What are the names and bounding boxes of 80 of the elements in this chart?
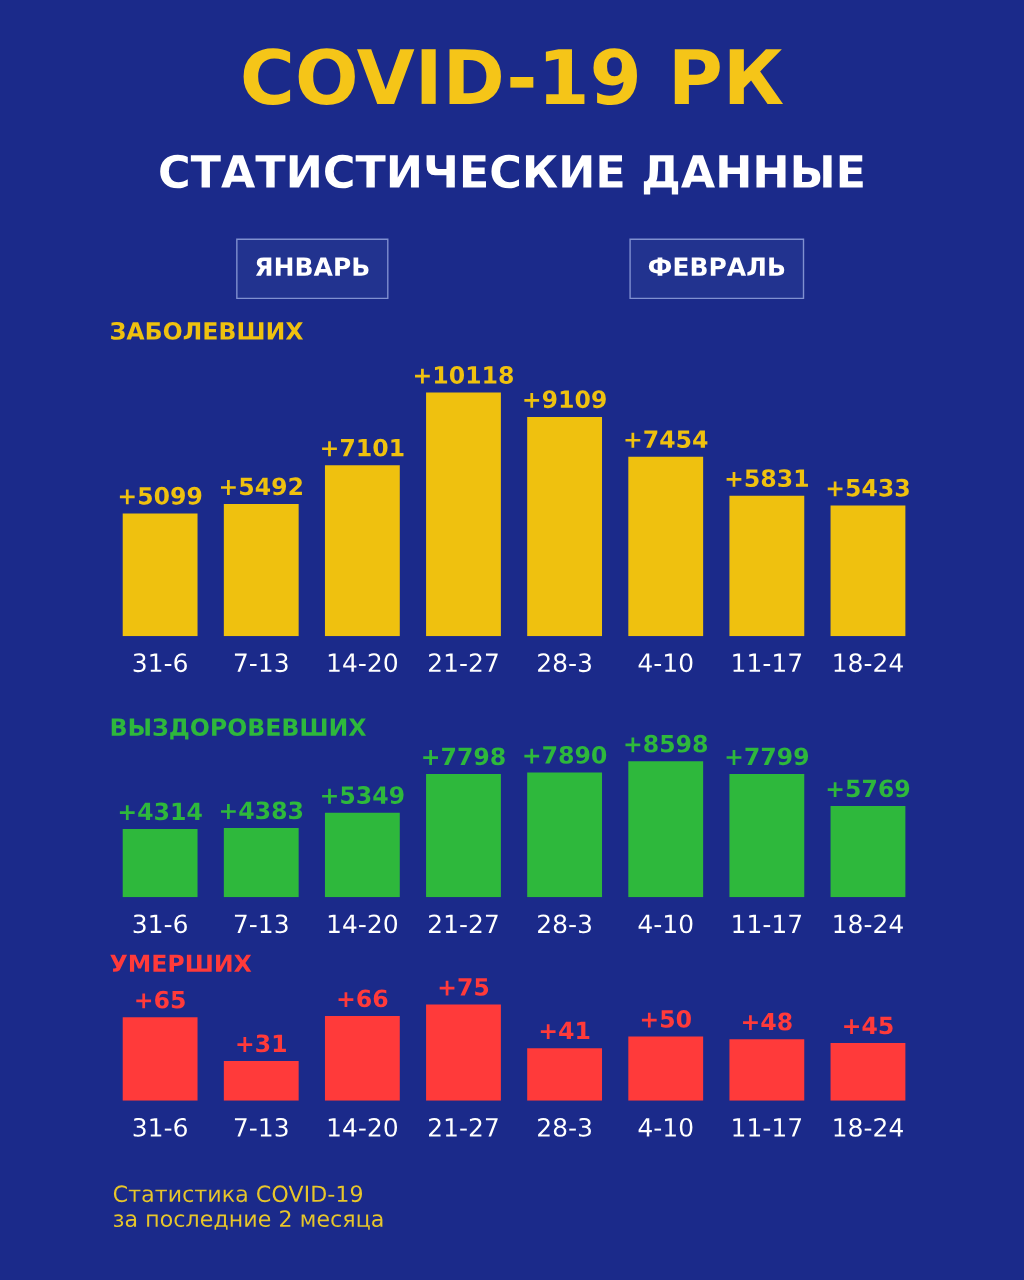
x-tick-label: 11-17 bbox=[733, 914, 802, 933]
data-label: +41 bbox=[540, 1021, 590, 1040]
text: Статистика COVID-19 за последние 2 месяца bbox=[113, 1185, 383, 1230]
bar bbox=[426, 774, 501, 898]
bar bbox=[527, 1048, 603, 1101]
y-axis-title: ЗАБОЛЕВШИХ bbox=[111, 322, 304, 340]
y-axis-title: ВЫЗДОРОВЕВШИХ bbox=[111, 718, 367, 740]
bar bbox=[830, 505, 906, 637]
x-tick-label: 7-13 bbox=[234, 1117, 288, 1137]
data-label: +5492 bbox=[221, 477, 302, 496]
bar bbox=[122, 829, 198, 898]
x-tick-label: 4-10 bbox=[638, 1117, 693, 1137]
x-tick-label: 14-20 bbox=[328, 1117, 398, 1137]
bar bbox=[426, 1004, 501, 1101]
data-label: +48 bbox=[743, 1012, 792, 1031]
bar bbox=[426, 392, 501, 637]
x-tick-label: 21-27 bbox=[429, 653, 498, 672]
data-label: +5349 bbox=[322, 786, 404, 804]
data-label: +4314 bbox=[119, 802, 202, 821]
text: ФЕВРАЛЬ bbox=[648, 257, 785, 276]
x-tick-label: 11-17 bbox=[733, 1118, 802, 1137]
data-label: +9109 bbox=[524, 390, 606, 409]
bar bbox=[830, 806, 906, 898]
bar bbox=[223, 503, 299, 637]
x-tick-label: 28-3 bbox=[538, 653, 591, 673]
data-label: +7890 bbox=[524, 745, 607, 764]
bar bbox=[324, 465, 400, 637]
data-label: +75 bbox=[439, 978, 489, 996]
bar bbox=[628, 761, 704, 898]
bar bbox=[830, 1043, 906, 1101]
bar bbox=[122, 513, 198, 637]
chart-title: COVID-19 РК bbox=[243, 48, 784, 105]
data-label: +10118 bbox=[415, 366, 513, 384]
bar bbox=[527, 772, 603, 898]
x-tick-label: 31-6 bbox=[133, 1117, 187, 1137]
bar bbox=[628, 456, 704, 637]
data-label: +7798 bbox=[423, 747, 505, 766]
x-tick-label: 14-20 bbox=[328, 914, 398, 934]
data-label: +65 bbox=[136, 990, 185, 1009]
data-label: +4383 bbox=[221, 801, 303, 820]
data-label: +66 bbox=[338, 989, 388, 1008]
chart-subtitle: СТАТИСТИЧЕСКИЕ ДАННЫЕ bbox=[160, 154, 863, 195]
x-tick-label: 21-27 bbox=[429, 1117, 498, 1137]
data-label: +45 bbox=[844, 1016, 893, 1035]
bar bbox=[324, 1016, 400, 1101]
x-tick-label: 4-10 bbox=[638, 653, 693, 673]
x-tick-label: 7-13 bbox=[234, 914, 288, 934]
x-tick-label: 31-6 bbox=[133, 914, 187, 934]
x-tick-label: 18-24 bbox=[834, 1117, 903, 1137]
x-tick-label: 4-10 bbox=[638, 914, 693, 934]
data-label: +31 bbox=[237, 1034, 286, 1053]
data-label: +7101 bbox=[322, 438, 404, 457]
bar bbox=[527, 416, 603, 637]
bar bbox=[122, 1017, 198, 1101]
x-tick-label: 7-13 bbox=[234, 653, 288, 673]
bar bbox=[628, 1036, 704, 1101]
data-label: +5433 bbox=[827, 478, 909, 497]
x-tick-label: 18-24 bbox=[834, 653, 903, 673]
data-label: +7799 bbox=[726, 747, 809, 766]
bar bbox=[223, 827, 299, 898]
text: ЯНВАРЬ bbox=[255, 257, 369, 276]
x-tick-label: 18-24 bbox=[834, 914, 903, 934]
bar bbox=[729, 773, 805, 898]
x-tick-label: 28-3 bbox=[538, 914, 591, 934]
x-tick-label: 21-27 bbox=[429, 914, 498, 933]
y-axis-title: УМЕРШИХ bbox=[110, 954, 252, 972]
data-label: +7454 bbox=[625, 430, 708, 448]
data-label: +5769 bbox=[827, 779, 910, 798]
x-tick-label: 28-3 bbox=[538, 1117, 591, 1137]
bar bbox=[729, 1039, 805, 1101]
bar bbox=[324, 812, 400, 898]
x-tick-label: 14-20 bbox=[328, 653, 398, 673]
data-label: +8598 bbox=[625, 734, 708, 753]
data-label: +5831 bbox=[726, 469, 808, 488]
x-tick-label: 11-17 bbox=[733, 653, 802, 672]
bar bbox=[729, 495, 805, 637]
data-label: +5099 bbox=[119, 486, 202, 505]
x-tick-label: 31-6 bbox=[133, 653, 187, 673]
data-label: +50 bbox=[641, 1010, 691, 1028]
bar bbox=[223, 1061, 299, 1101]
